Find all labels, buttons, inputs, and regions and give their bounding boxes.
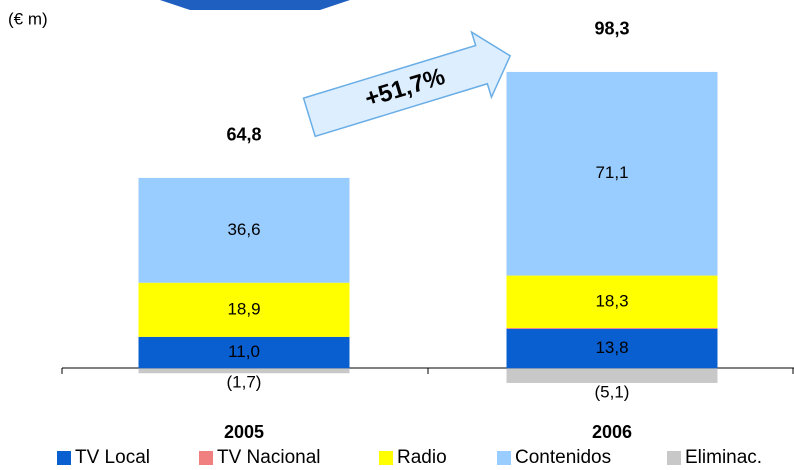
legend-swatch xyxy=(57,451,71,465)
legend-label: Eliminac. xyxy=(685,447,762,468)
x-tick-label: 2006 xyxy=(592,422,632,442)
arrow-shape xyxy=(302,30,512,138)
value-label: 18,9 xyxy=(227,299,260,318)
legend-label: Contenidos xyxy=(515,447,611,468)
bar-segment xyxy=(506,71,718,276)
legend-swatch xyxy=(497,451,511,465)
bar-segment xyxy=(506,327,718,329)
bar-segment xyxy=(138,177,350,283)
value-label: (1,7) xyxy=(227,373,262,392)
legend-swatch xyxy=(667,451,681,465)
legend-label: TV Local xyxy=(75,447,150,468)
value-label: 18,3 xyxy=(595,291,628,310)
value-label: 36,6 xyxy=(227,220,260,239)
legend-swatch xyxy=(199,451,213,465)
value-label: 71,1 xyxy=(595,163,628,182)
bar-segment xyxy=(506,328,718,369)
legend-label: TV Nacional xyxy=(217,447,321,468)
bar-segment xyxy=(506,275,718,328)
bar-segment xyxy=(506,368,718,383)
value-label: (5,1) xyxy=(595,382,630,401)
value-label: 13,8 xyxy=(595,338,628,357)
top-decoration xyxy=(160,0,350,10)
legend-swatch xyxy=(379,451,393,465)
growth-arrow: +51,7% xyxy=(302,30,512,138)
value-label: 11,0 xyxy=(228,342,260,361)
legend-label: Radio xyxy=(397,447,447,468)
bar-segment xyxy=(138,336,350,369)
bar-segment xyxy=(138,368,350,374)
unit-label: (€ m) xyxy=(8,9,48,28)
total-label: 64,8 xyxy=(226,125,261,145)
bar-segment xyxy=(138,282,350,337)
total-label: 98,3 xyxy=(594,19,629,39)
x-tick-label: 2005 xyxy=(224,422,264,442)
